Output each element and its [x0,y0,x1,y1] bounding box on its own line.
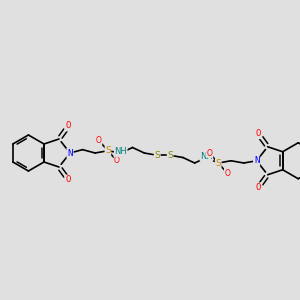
Text: O: O [65,176,71,184]
Text: NH: NH [200,152,213,161]
Text: O: O [206,148,212,158]
Text: O: O [96,136,102,145]
Text: O: O [224,169,230,178]
Text: N: N [254,156,259,165]
Text: S: S [215,158,221,167]
Text: O: O [256,183,261,192]
Text: S: S [105,146,111,155]
Text: O: O [114,156,120,165]
Text: N: N [67,148,73,158]
Text: S: S [154,151,160,160]
Text: S: S [167,151,173,160]
Text: NH: NH [114,148,127,157]
Text: O: O [256,129,261,138]
Text: O: O [65,122,71,130]
